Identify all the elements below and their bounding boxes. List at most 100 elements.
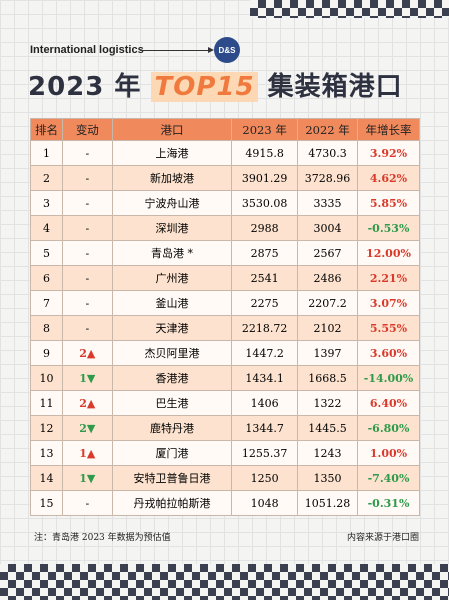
checker-bottom <box>0 564 449 600</box>
title: 2023 年 TOP15 集装箱港口 <box>28 66 403 103</box>
cell: - <box>61 315 113 341</box>
cell: 3901.29 <box>231 165 299 191</box>
table-row: 4- 深圳港 2988 3004 -0.53% <box>30 215 420 241</box>
table-row: 3- 宁波舟山港 3530.08 3335 5.85% <box>30 190 420 216</box>
source: 内容来源于港口圈 <box>346 533 419 543</box>
cell: -6.80% <box>357 415 420 441</box>
cell: 14 <box>30 465 63 491</box>
cell: 4 <box>30 215 63 241</box>
cell: 1668.5 <box>297 365 358 391</box>
cell: 1344.7 <box>231 415 299 441</box>
cell: -0.31% <box>357 490 420 516</box>
cell: 2▲ <box>61 390 113 416</box>
cell: 13 <box>30 440 63 466</box>
cell: 11 <box>30 390 63 416</box>
cell: - <box>61 240 113 266</box>
cell: 3335 <box>297 190 358 216</box>
cell: 1▲ <box>61 440 113 466</box>
column-header: 排名 <box>30 118 63 141</box>
cell: - <box>61 140 113 166</box>
cell: 2988 <box>231 215 299 241</box>
title-suffix: 集装箱港口 <box>267 72 403 102</box>
note: 注：青岛港 2023 年数据为预估值 <box>34 533 171 543</box>
brand: International logistics <box>30 44 144 56</box>
table-row: 13 1▲ 厦门港 1255.37 1243 1.00% <box>30 440 420 466</box>
cell: 青岛港 * <box>111 240 233 266</box>
cell: 6 <box>30 265 63 291</box>
cell: 1 <box>30 140 63 166</box>
cell: 鹿特丹港 <box>111 415 233 441</box>
cell: 2207.2 <box>297 290 358 316</box>
cell: 2 <box>30 165 63 191</box>
cell: 2.21% <box>357 265 420 291</box>
cell: 新加坡港 <box>111 165 233 191</box>
title-highlight: TOP15 <box>151 72 258 102</box>
cell: 巴生港 <box>111 390 233 416</box>
cell: 1350 <box>297 465 358 491</box>
cell: 1▼ <box>61 465 113 491</box>
cell: 宁波舟山港 <box>111 190 233 216</box>
cell: 10 <box>30 365 63 391</box>
cell: - <box>61 190 113 216</box>
table-row: 6- 广州港 2541 2486 2.21% <box>30 265 420 291</box>
cell: 1051.28 <box>297 490 358 516</box>
cell: 1243 <box>297 440 358 466</box>
table-row: 15- 丹戎帕拉帕斯港 1048 1051.28 -0.31% <box>30 490 420 516</box>
cell: 天津港 <box>111 315 233 341</box>
cell: 安特卫普鲁日港 <box>111 465 233 491</box>
title-prefix: 2023 年 <box>28 72 142 102</box>
cell: 4.62% <box>357 165 420 191</box>
cell: -14.00% <box>357 365 420 391</box>
cell: 2275 <box>231 290 299 316</box>
column-header: 变动 <box>61 118 113 141</box>
cell: 3.92% <box>357 140 420 166</box>
cell: 杰贝阿里港 <box>111 340 233 366</box>
cell: 丹戎帕拉帕斯港 <box>111 490 233 516</box>
cell: 1048 <box>231 490 299 516</box>
cell: 2218.72 <box>231 315 299 341</box>
column-header: 港口 <box>111 118 233 141</box>
cell: 3530.08 <box>231 190 299 216</box>
cell: 3 <box>30 190 63 216</box>
cell: 厦门港 <box>111 440 233 466</box>
cell: - <box>61 290 113 316</box>
cell: 2567 <box>297 240 358 266</box>
cell: 2875 <box>231 240 299 266</box>
column-header: 2023 年 <box>231 118 299 141</box>
cell: 3.07% <box>357 290 420 316</box>
cell: 香港港 <box>111 365 233 391</box>
table-row: 7- 釜山港 2275 2207.2 3.07% <box>30 290 420 316</box>
cell: 3.60% <box>357 340 420 366</box>
cell: 广州港 <box>111 265 233 291</box>
cell: -0.53% <box>357 215 420 241</box>
cell: 5.85% <box>357 190 420 216</box>
cell: 9 <box>30 340 63 366</box>
cell: 1447.2 <box>231 340 299 366</box>
cell: 1250 <box>231 465 299 491</box>
table-row: 8- 天津港 2218.72 2102 5.55% <box>30 315 420 341</box>
table-row: 1- 上海港 4915.8 4730.3 3.92% <box>30 140 420 166</box>
cell: 1445.5 <box>297 415 358 441</box>
cell: 4730.3 <box>297 140 358 166</box>
table-row: 10 1▼ 香港港 1434.1 1668.5 -14.00% <box>30 365 420 391</box>
cell: -7.40% <box>357 465 420 491</box>
arrow <box>140 47 214 53</box>
cell: 2▼ <box>61 415 113 441</box>
cell: 深圳港 <box>111 215 233 241</box>
cell: 上海港 <box>111 140 233 166</box>
cell: 12 <box>30 415 63 441</box>
cell: 2486 <box>297 265 358 291</box>
cell: 3004 <box>297 215 358 241</box>
cell: 2541 <box>231 265 299 291</box>
table-row: 9 2▲ 杰贝阿里港 1447.2 1397 3.60% <box>30 340 420 366</box>
header-row: 排名 变动 港口 2023 年 2022 年年增长率 <box>30 118 420 141</box>
column-header: 2022 年 <box>297 118 358 141</box>
port-table: 排名 变动 港口 2023 年 2022 年年增长率 1- 上海港 4915.8 4730.3 3… <box>30 118 420 516</box>
cell: 7 <box>30 290 63 316</box>
cell: 3728.96 <box>297 165 358 191</box>
cell: 1406 <box>231 390 299 416</box>
cell: - <box>61 265 113 291</box>
cell: 1322 <box>297 390 358 416</box>
table-row: 5- 青岛港 * 2875 2567 12.00% <box>30 240 420 266</box>
checker-top <box>250 0 449 18</box>
